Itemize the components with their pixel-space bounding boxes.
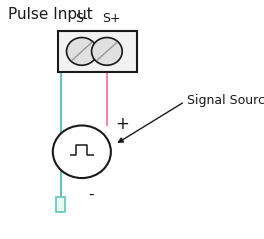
- Text: -: -: [88, 186, 94, 201]
- Circle shape: [53, 125, 111, 178]
- Bar: [58, 31, 137, 72]
- Text: S-: S-: [75, 12, 88, 25]
- Bar: [56, 197, 65, 212]
- Circle shape: [92, 38, 122, 65]
- Text: Pulse Input: Pulse Input: [8, 7, 93, 22]
- Circle shape: [67, 38, 97, 65]
- Text: S+: S+: [102, 12, 120, 25]
- Text: Signal Source: Signal Source: [187, 94, 264, 107]
- Text: +: +: [115, 115, 129, 133]
